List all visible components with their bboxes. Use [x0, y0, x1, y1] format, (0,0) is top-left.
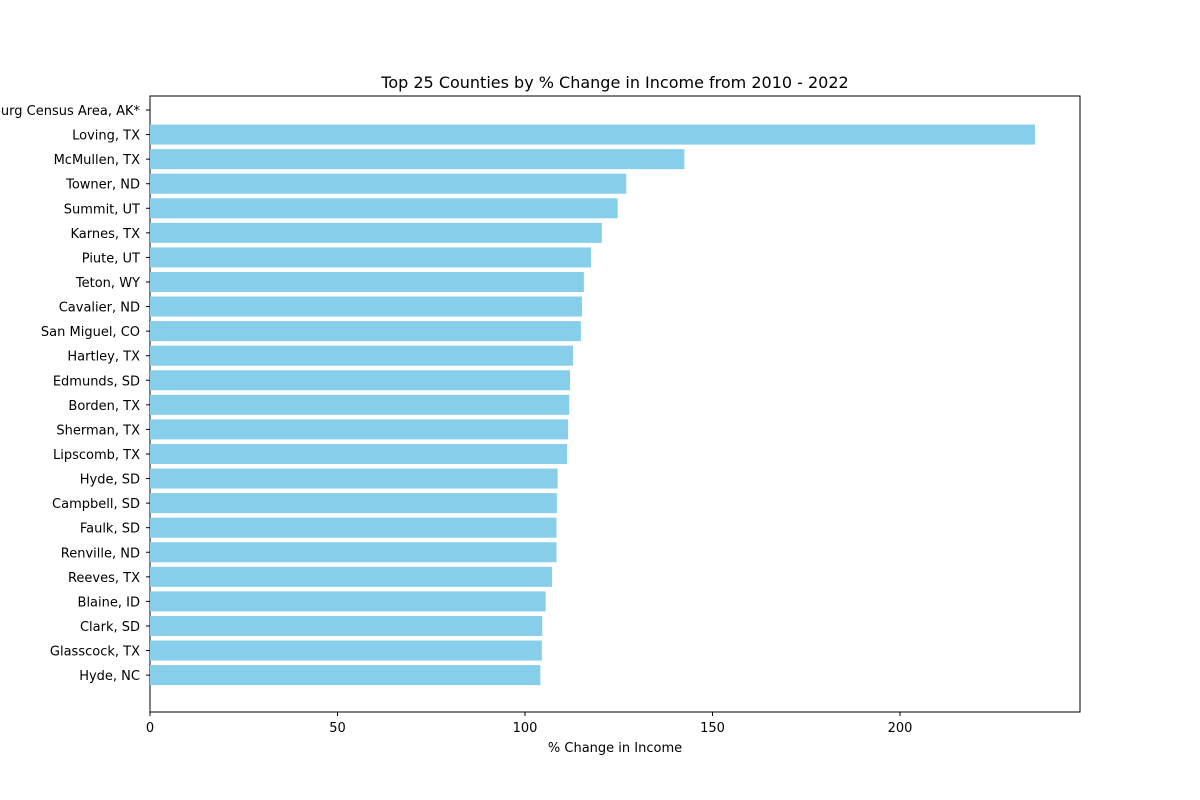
y-tick-label: Karnes, TX: [70, 227, 140, 242]
bar: [150, 468, 558, 489]
bar: [150, 247, 591, 268]
bar: [150, 665, 541, 686]
bar: [150, 149, 685, 170]
y-tick-label: Sherman, TX: [56, 423, 140, 438]
bar: [150, 542, 557, 563]
y-tick-label: Blaine, ID: [78, 595, 140, 610]
y-tick-label: Campbell, SD: [52, 497, 140, 512]
bar: [150, 345, 573, 366]
bar: [150, 493, 557, 514]
bar: [150, 124, 1035, 145]
bar: [150, 517, 557, 538]
y-tick-label: Borden, TX: [68, 399, 140, 414]
y-tick-label: McMullen, TX: [54, 153, 140, 168]
y-tick-label: Reeves, TX: [68, 571, 140, 586]
bar: [150, 419, 569, 440]
x-tick-label: 150: [700, 721, 725, 736]
y-tick-label: Hartley, TX: [67, 350, 140, 365]
y-tick-label: Loving, TX: [72, 129, 140, 144]
x-tick-label: 50: [329, 721, 346, 736]
y-tick-label: Cavalier, ND: [59, 301, 140, 316]
bar: [150, 321, 581, 342]
y-tick-label: Teton, WY: [75, 276, 140, 291]
y-tick-label: Renville, ND: [61, 546, 140, 561]
x-tick-label: 200: [888, 721, 913, 736]
bars-group: [150, 124, 1035, 686]
y-tick-label: Lipscomb, TX: [53, 448, 140, 463]
x-tick-label: 0: [146, 721, 154, 736]
y-tick-label: Summit, UT: [64, 202, 140, 217]
y-tick-label: Faulk, SD: [80, 522, 140, 537]
bar: [150, 591, 546, 612]
y-axis-ticks: Hoonah-Angoon/Skagway-Hoonah-Angoon/Yaku…: [0, 104, 150, 684]
bar: [150, 394, 570, 415]
bar: [150, 443, 567, 464]
bar: [150, 640, 542, 661]
bar: [150, 222, 602, 243]
bar: [150, 370, 570, 391]
y-tick-label: Towner, ND: [65, 178, 140, 193]
y-tick-label: Hyde, SD: [80, 473, 140, 488]
x-axis-ticks: 0 50 100 150 200: [146, 712, 913, 736]
y-tick-label: Glasscock, TX: [50, 645, 140, 660]
bar: [150, 296, 582, 317]
bar: [150, 615, 543, 636]
y-tick-label: Clark, SD: [80, 620, 140, 635]
x-axis-label: % Change in Income: [548, 741, 682, 756]
bar: [150, 566, 552, 587]
bar: [150, 173, 627, 194]
y-tick-label: San Miguel, CO: [41, 325, 140, 340]
y-tick-label: Edmunds, SD: [53, 374, 140, 389]
chart-title: Top 25 Counties by % Change in Income fr…: [380, 73, 848, 92]
y-tick-label: Hoonah-Angoon/Skagway-Hoonah-Angoon/Yaku…: [0, 104, 141, 119]
x-tick-label: 100: [513, 721, 538, 736]
y-tick-label: Piute, UT: [82, 251, 140, 266]
y-tick-label: Hyde, NC: [79, 669, 140, 684]
bar: [150, 198, 618, 219]
bar: [150, 271, 584, 292]
